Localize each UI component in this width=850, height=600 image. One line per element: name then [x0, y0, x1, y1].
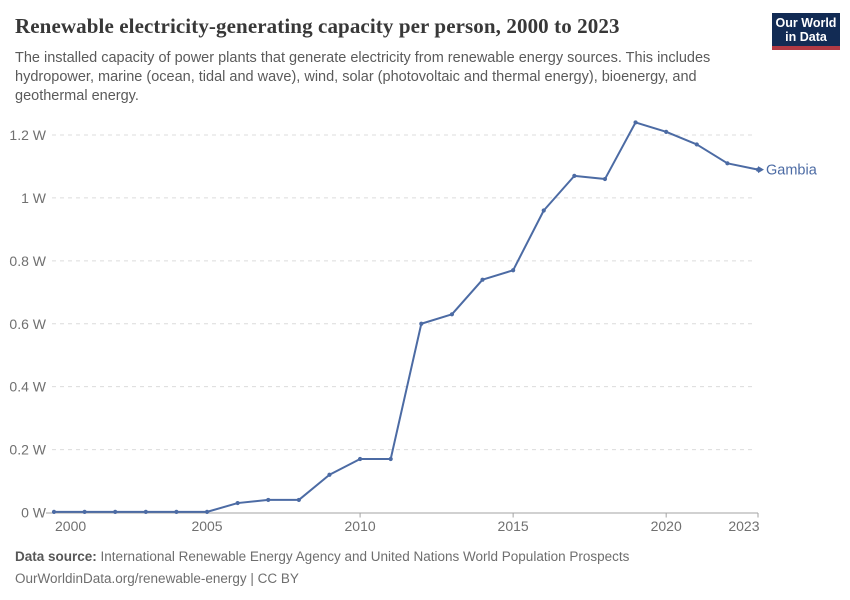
chart-subtitle: The installed capacity of power plants t…: [15, 50, 711, 104]
page-title: Renewable electricity-generating capacit…: [15, 14, 620, 38]
data-point[interactable]: [449, 312, 455, 317]
series-label-gambia[interactable]: Gambia: [766, 163, 818, 179]
data-point[interactable]: [541, 208, 546, 213]
x-tick-label: 2020: [651, 518, 682, 534]
data-point[interactable]: [82, 509, 87, 514]
data-point[interactable]: [664, 129, 669, 134]
x-tick-label: 2000: [55, 518, 86, 534]
owid-logo-line1: Our World: [775, 15, 837, 30]
data-point[interactable]: [327, 472, 332, 477]
chart-footer: Data source: International Renewable Ene…: [15, 546, 629, 590]
y-tick-label: 0.8 W: [9, 253, 46, 269]
y-tick-label: 0.6 W: [9, 316, 46, 332]
owid-logo-line2: in Data: [785, 29, 827, 44]
data-line-gambia[interactable]: [53, 121, 759, 513]
x-tick-label: 2005: [191, 518, 222, 534]
owid-logo[interactable]: Our World in Data: [772, 13, 840, 50]
y-tick-label: 1.2 W: [9, 127, 46, 143]
data-source-text: International Renewable Energy Agency an…: [100, 549, 630, 564]
data-point[interactable]: [572, 173, 577, 178]
data-point[interactable]: [113, 509, 118, 514]
y-tick-label: 1 W: [21, 190, 47, 206]
data-point[interactable]: [694, 142, 699, 147]
y-tick-label: 0.4 W: [9, 379, 46, 395]
license-line[interactable]: OurWorldinData.org/renewable-energy | CC…: [15, 571, 299, 586]
data-point[interactable]: [143, 509, 148, 514]
data-point[interactable]: [204, 509, 210, 514]
data-point[interactable]: [602, 176, 608, 182]
data-source-line: Data source: International Renewable Ene…: [15, 546, 629, 568]
series-end-arrow: [758, 166, 764, 174]
data-point[interactable]: [51, 509, 57, 514]
data-point[interactable]: [633, 120, 638, 125]
data-point[interactable]: [388, 456, 393, 462]
y-tick-label: 0 W: [21, 505, 47, 521]
data-point[interactable]: [725, 161, 730, 166]
data-point[interactable]: [174, 509, 179, 514]
x-tick-label: 2015: [498, 518, 529, 534]
data-point[interactable]: [235, 500, 240, 506]
x-tick-label: 2023: [728, 518, 759, 534]
data-point[interactable]: [480, 277, 485, 282]
data-point[interactable]: [511, 268, 516, 273]
data-point[interactable]: [419, 321, 424, 326]
x-tick-label: 2010: [345, 518, 376, 534]
data-point[interactable]: [266, 497, 271, 503]
y-tick-label: 0.2 W: [9, 442, 46, 458]
data-point[interactable]: [357, 456, 363, 462]
data-source-label: Data source:: [15, 549, 97, 564]
data-point[interactable]: [296, 497, 301, 503]
